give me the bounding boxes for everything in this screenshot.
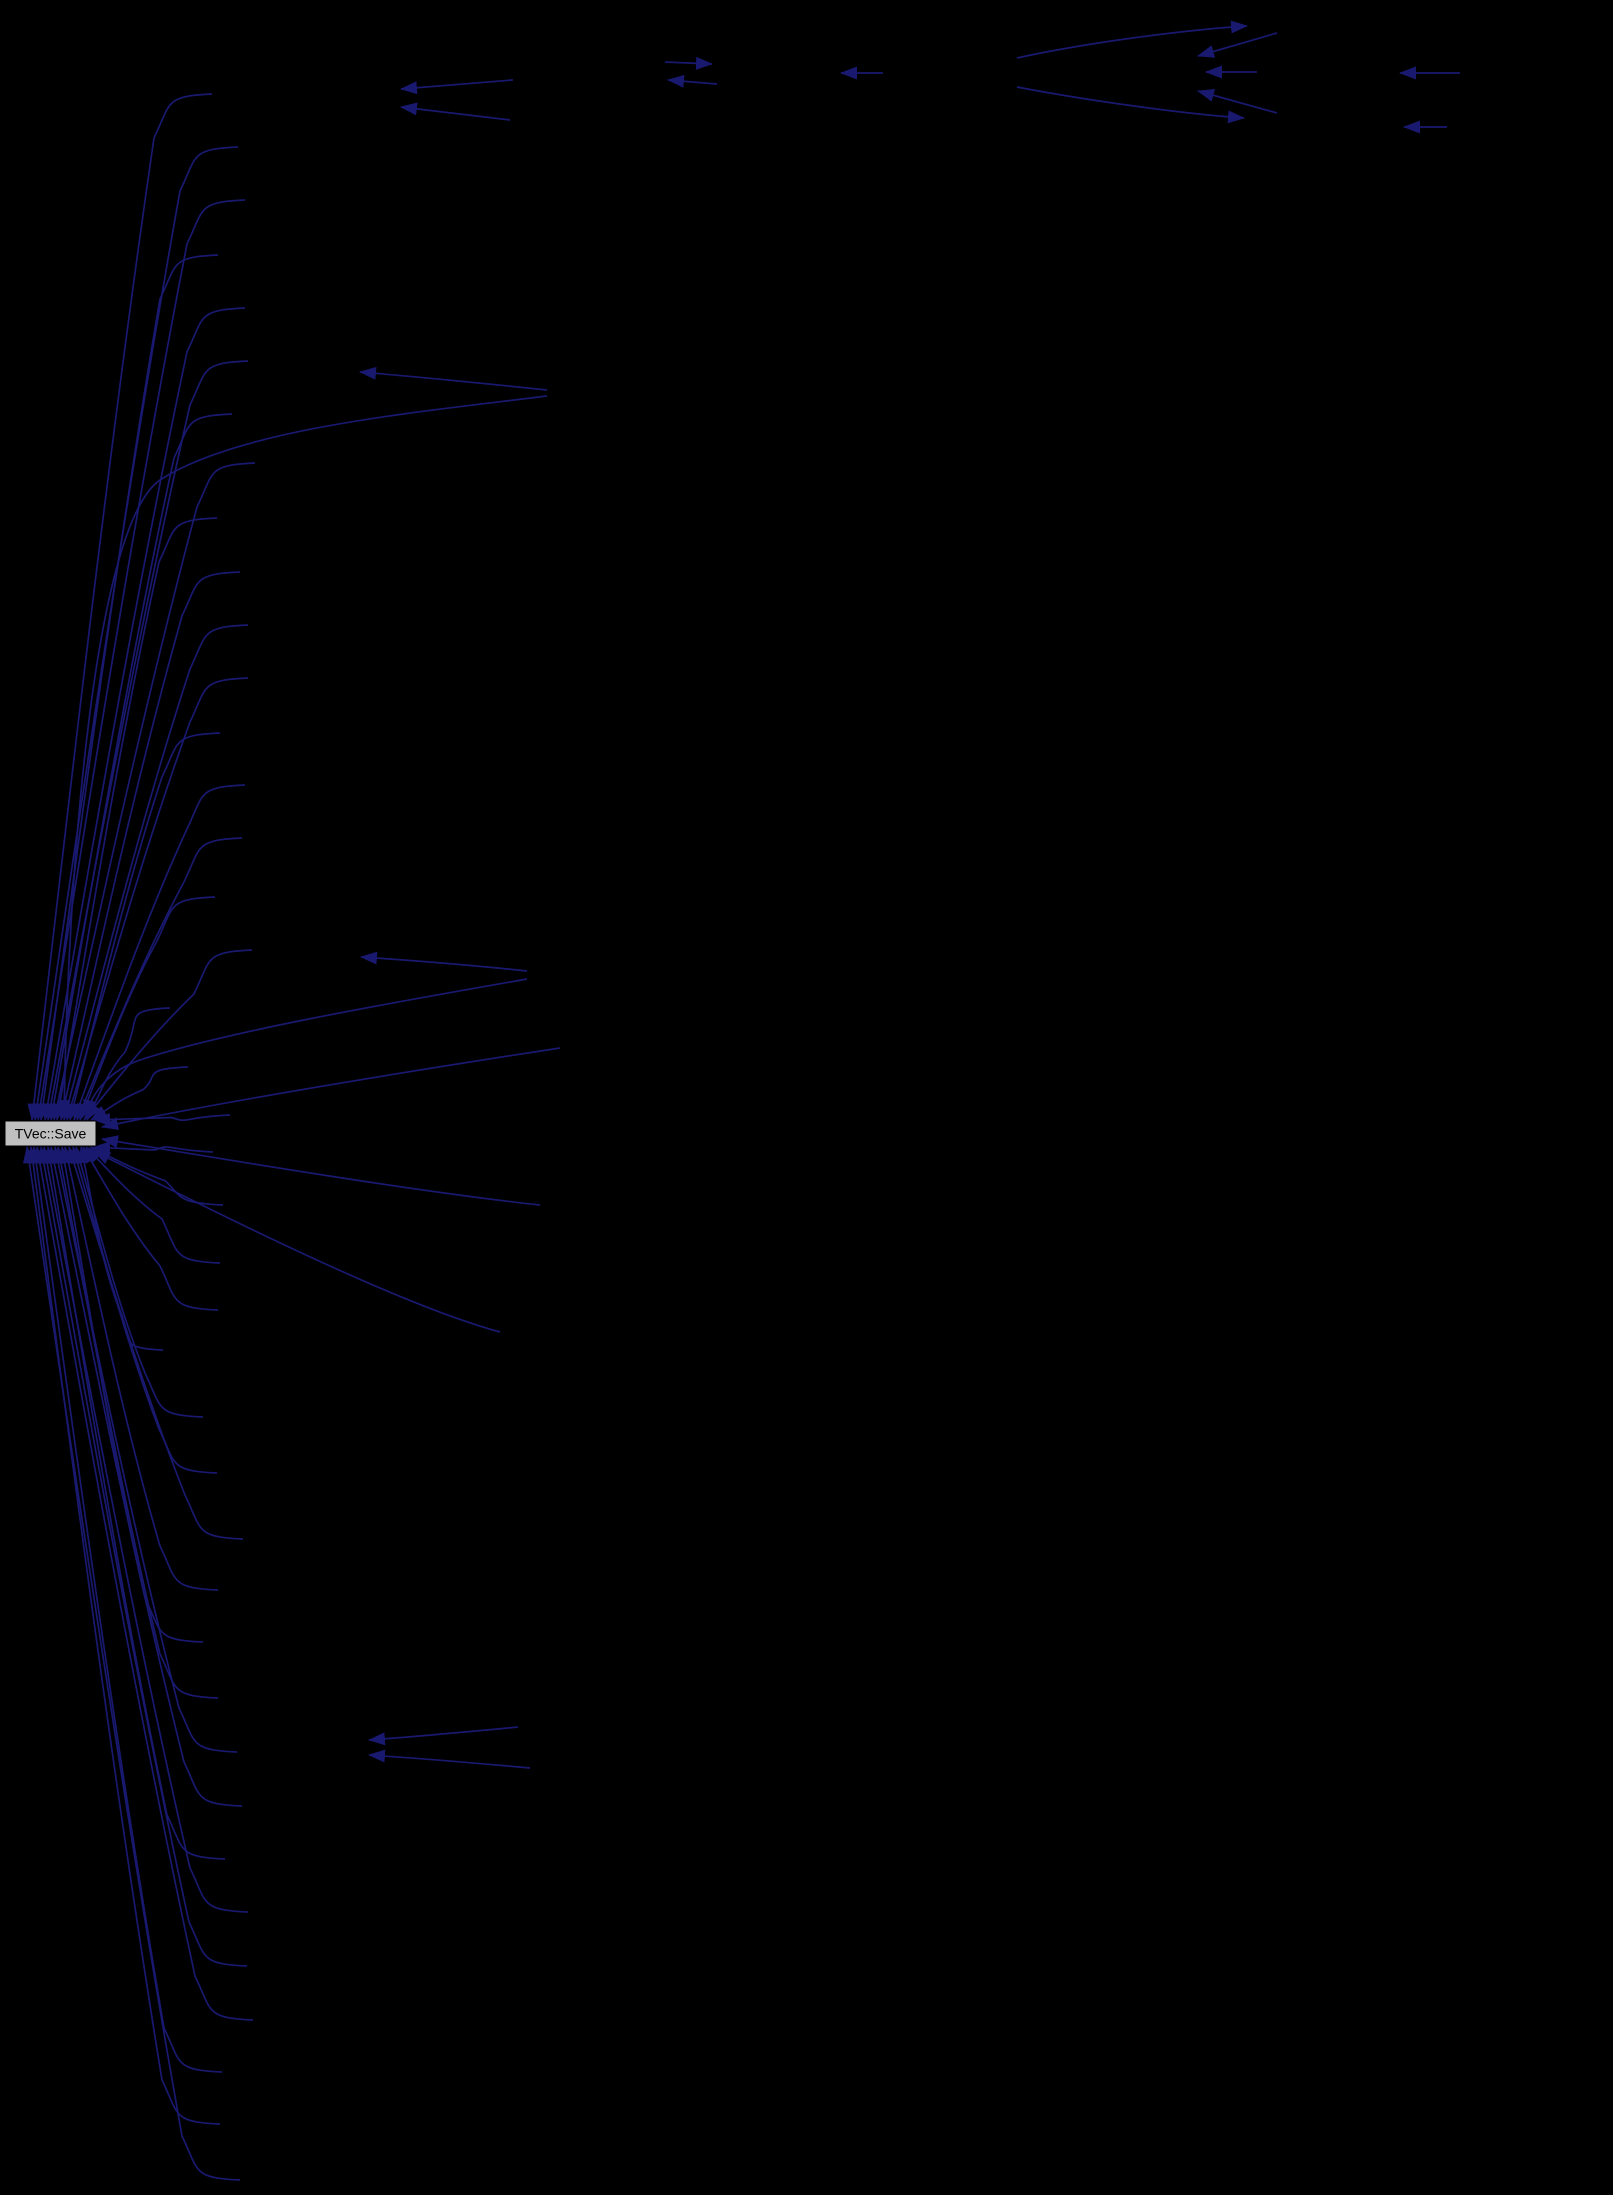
call-edge (67, 732, 221, 1121)
call-edge (74, 1146, 204, 1418)
call-edge (37, 1146, 248, 1967)
call-edge (44, 1146, 226, 1860)
graph-node-box[interactable] (4, 1120, 97, 1147)
call-edge (40, 1146, 249, 1913)
call-edge-long (101, 1135, 541, 1206)
call-edge (58, 571, 241, 1121)
caller-edge-fragment (359, 366, 548, 391)
caller-edge-fragment (1016, 20, 1248, 59)
caller-edge-fragment (400, 102, 511, 121)
caller-edge-fragment (1197, 32, 1278, 58)
call-edges-group (22, 20, 1460, 2181)
caller-edge-fragment (667, 74, 718, 88)
call-edge (86, 1007, 171, 1121)
call-edge-long (101, 1047, 561, 1131)
call-edge (53, 517, 218, 1121)
call-edge (71, 1146, 218, 1474)
call-edge (67, 1146, 244, 1540)
caller-edge-fragment (1197, 89, 1278, 114)
call-edge (33, 1146, 254, 2021)
call-edge (83, 949, 253, 1121)
call-edge (44, 360, 249, 1121)
call-edge (62, 1146, 219, 1591)
call-edge (90, 1066, 189, 1121)
caller-edge-fragment (1016, 86, 1245, 124)
call-edge (27, 93, 213, 1121)
caller-edge-fragment (400, 79, 514, 95)
caller-edge-fragment (360, 951, 528, 972)
call-edge-long (83, 978, 528, 1117)
call-edge (29, 1146, 223, 2073)
call-edge (47, 413, 233, 1121)
caller-edge-fragment (368, 1749, 531, 1769)
call-edge (73, 784, 246, 1121)
graph-node-tvec-save[interactable]: TVec::Save (4, 1120, 97, 1147)
caller-edge-fragment (368, 1726, 519, 1746)
call-edge (58, 1146, 204, 1643)
graph-node-label: TVec::Save (15, 1126, 87, 1142)
call-edge (22, 1146, 241, 2181)
call-edge (41, 307, 246, 1121)
call-edge (26, 1146, 221, 2125)
call-edge (51, 462, 256, 1121)
call-edge (51, 1146, 238, 1753)
call-edge (34, 199, 246, 1121)
call-edge (54, 1146, 219, 1699)
call-edge-long (93, 1150, 501, 1333)
call-edge (61, 624, 249, 1121)
call-edge (36, 254, 219, 1121)
caller-edge-fragment (664, 56, 713, 70)
call-edge (85, 1146, 221, 1264)
call-edge-long (57, 395, 548, 1117)
call-edge (79, 896, 216, 1121)
call-edge (82, 1146, 219, 1311)
call-edge (47, 1146, 243, 1807)
call-edge (76, 837, 243, 1121)
